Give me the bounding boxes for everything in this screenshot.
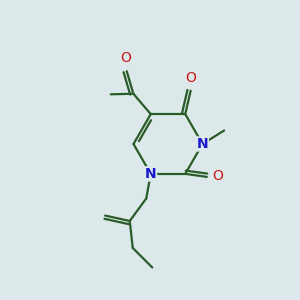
Text: O: O xyxy=(212,169,223,183)
Text: N: N xyxy=(197,137,208,151)
Text: O: O xyxy=(120,51,131,65)
Text: O: O xyxy=(185,71,196,85)
Text: N: N xyxy=(145,167,157,181)
